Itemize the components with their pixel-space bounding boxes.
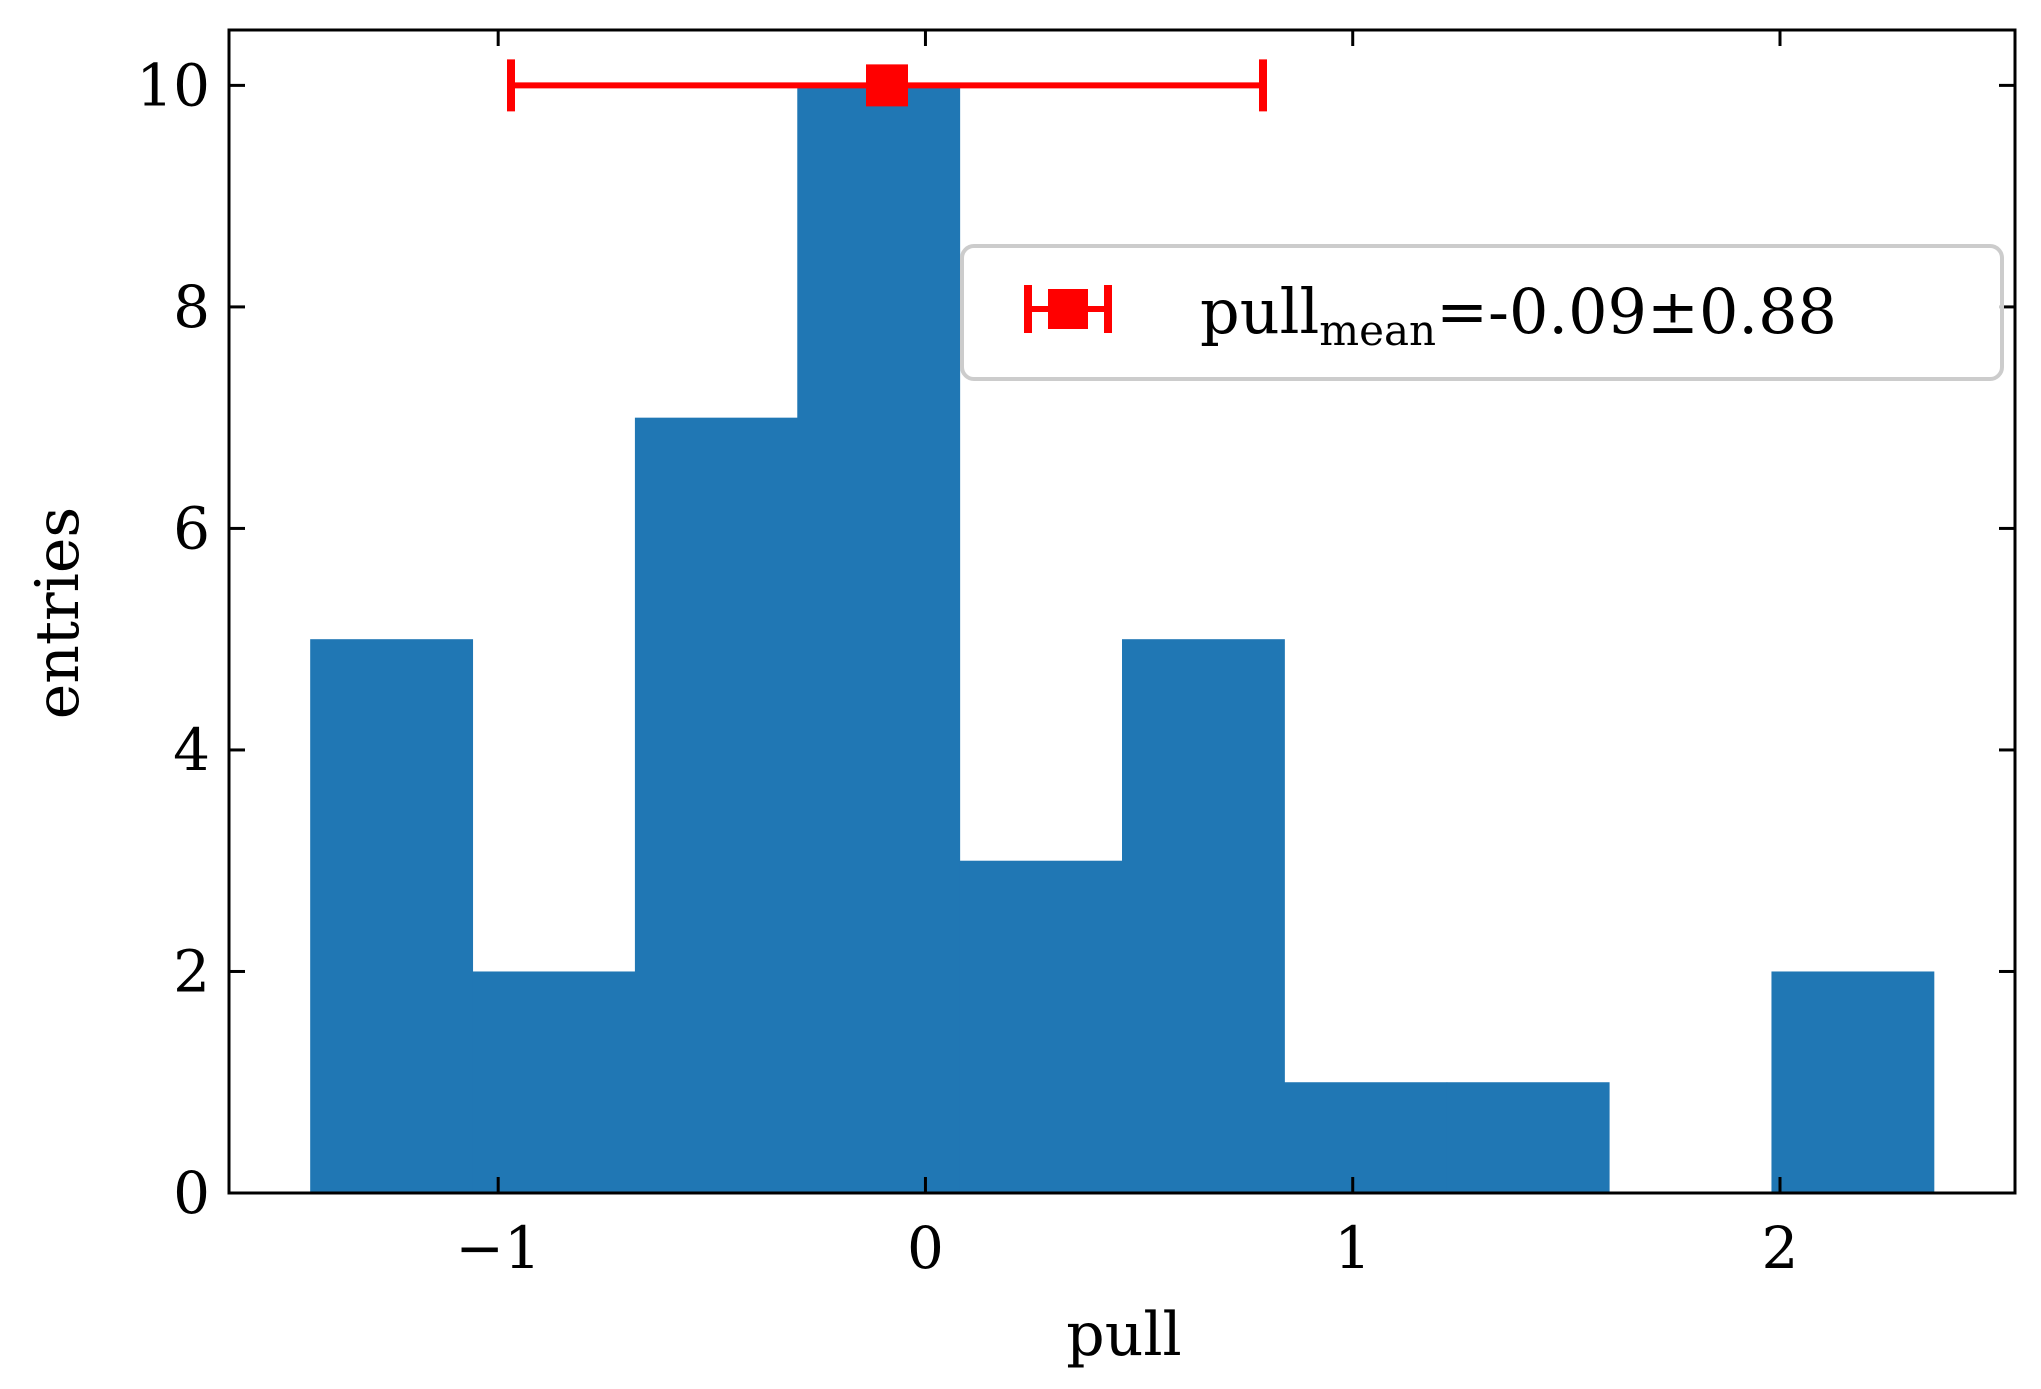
x-axis-title: pull — [1066, 1300, 1181, 1370]
y-tick-label: 10 — [136, 51, 210, 119]
x-tick-label: 0 — [907, 1214, 944, 1282]
legend-label-main: pull — [1200, 275, 1319, 348]
histogram-bar — [797, 85, 961, 1193]
legend: pullmean=-0.09±0.88 — [960, 244, 2004, 381]
x-tick-label: −1 — [455, 1214, 541, 1282]
histogram-bars — [310, 85, 1935, 1194]
histogram-bar — [1122, 639, 1285, 1193]
y-axis-ticks: 0 2 4 6 8 10 — [136, 51, 2015, 1227]
y-tick-label: 0 — [173, 1159, 210, 1227]
legend-label: pullmean=-0.09±0.88 — [1200, 275, 1837, 355]
histogram-bar — [472, 971, 636, 1193]
y-tick-label: 6 — [173, 494, 210, 562]
legend-label-value: =-0.09±0.88 — [1436, 275, 1837, 348]
y-tick-label: 4 — [173, 716, 210, 784]
y-tick-label: 8 — [173, 273, 210, 341]
plot-frame — [227, 28, 2017, 1195]
x-tick-label: 2 — [1762, 1214, 1799, 1282]
x-tick-label: 1 — [1334, 1214, 1371, 1282]
x-axis-ticks: −1 0 1 2 — [455, 30, 1798, 1282]
mean-marker — [866, 64, 908, 107]
y-tick-label: 2 — [173, 937, 210, 1005]
histogram-bar — [634, 417, 798, 1194]
y-axis-title: entries — [23, 507, 93, 719]
legend-errorbar-marker — [1024, 285, 1112, 333]
legend-box — [960, 244, 2004, 381]
histogram-bar — [310, 639, 474, 1193]
mean-errorbar — [507, 59, 1267, 112]
histogram-bar — [1284, 1082, 1448, 1193]
histogram-bar — [1446, 1082, 1610, 1193]
histogram-bar — [959, 860, 1123, 1193]
histogram-bar — [1771, 971, 1935, 1193]
legend-label-subscript: mean — [1319, 306, 1436, 355]
